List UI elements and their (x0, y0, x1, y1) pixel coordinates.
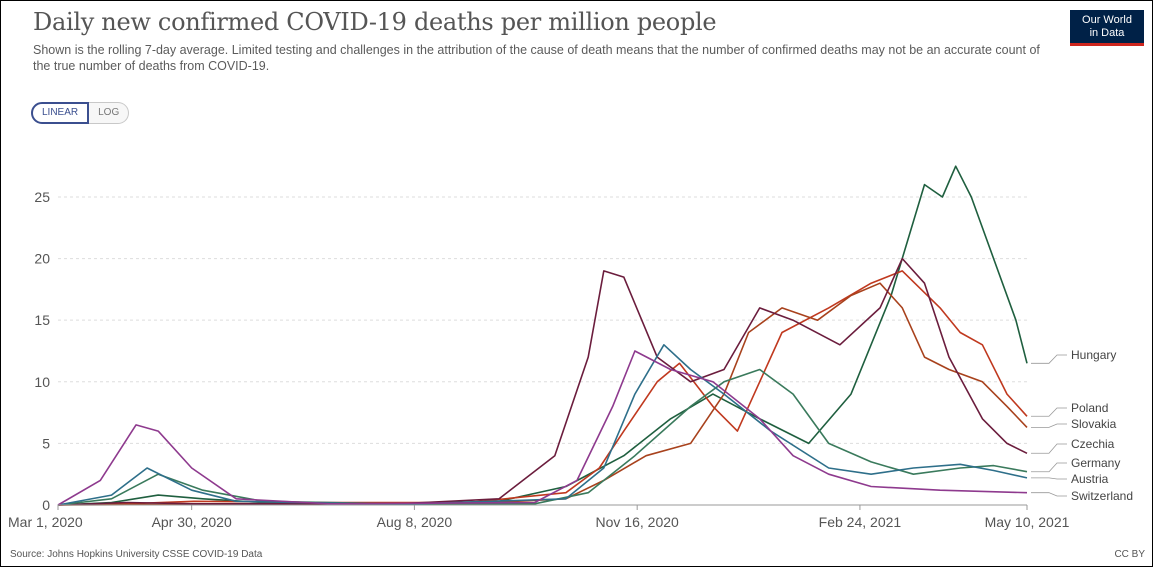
series-line-austria (57, 344, 1028, 506)
series-line-slovakia (57, 282, 1028, 506)
series-label-connector (1031, 477, 1067, 480)
series-label-connector (1031, 462, 1067, 473)
x-tick-label: Apr 30, 2020 (152, 514, 232, 530)
y-tick-label: 25 (34, 189, 50, 205)
chart-subtitle: Shown is the rolling 7-day average. Limi… (33, 43, 1040, 73)
y-tick-label: 15 (34, 312, 50, 328)
series-label-connector (1031, 492, 1067, 497)
series-label-connector (1031, 423, 1067, 428)
y-tick-label: 10 (34, 374, 50, 390)
series-label-austria: Austria (1071, 472, 1109, 486)
owid-logo[interactable]: Our World in Data (1070, 10, 1144, 46)
y-tick-label: 0 (42, 497, 50, 513)
source-note[interactable]: Source: Johns Hopkins University CSSE CO… (10, 549, 263, 560)
series-labels: Hungary Poland Slovakia Czechia Germany Austr… (1031, 348, 1133, 503)
x-tick-label: Feb 24, 2021 (819, 514, 902, 530)
x-tick-label: Aug 8, 2020 (377, 514, 453, 530)
series-line-poland (57, 270, 1028, 506)
series-label-hungary: Hungary (1071, 348, 1116, 362)
series-label-germany: Germany (1071, 456, 1120, 470)
series-label-connector (1031, 354, 1067, 364)
series-label-connector (1031, 407, 1067, 417)
logo-line-1: Our World (1082, 14, 1132, 26)
series-label-switzerland: Switzerland (1071, 489, 1133, 503)
series-line-hungary (57, 165, 1028, 506)
series-label-poland: Poland (1071, 401, 1108, 415)
series-line-czechia (57, 257, 1028, 506)
linear-scale-button[interactable]: LINEAR (31, 102, 90, 124)
scale-toggle: LINEAR LOG (31, 102, 130, 124)
series-lines (57, 165, 1028, 506)
series-line-switzerland (57, 350, 1028, 506)
axes: 0 5 10 15 20 25 Mar 1, 2020 Apr 30, 2020 Aug 8, … (8, 189, 1070, 530)
x-tick-label: Mar 1, 2020 (8, 514, 83, 530)
y-tick-label: 5 (42, 435, 50, 451)
log-scale-button[interactable]: LOG (89, 102, 130, 124)
x-tick-label: Nov 16, 2020 (596, 514, 679, 530)
series-label-connector (1031, 443, 1067, 454)
license-note[interactable]: CC BY (1114, 549, 1145, 560)
x-tick-label: May 10, 2021 (985, 514, 1070, 530)
series-line-germany (57, 368, 1028, 506)
chart-title: Daily new confirmed COVID-19 deaths per … (33, 8, 717, 36)
series-label-czechia: Czechia (1071, 437, 1115, 451)
y-tick-label: 20 (34, 251, 50, 267)
logo-line-2: in Data (1089, 27, 1125, 39)
series-label-slovakia: Slovakia (1071, 417, 1117, 431)
